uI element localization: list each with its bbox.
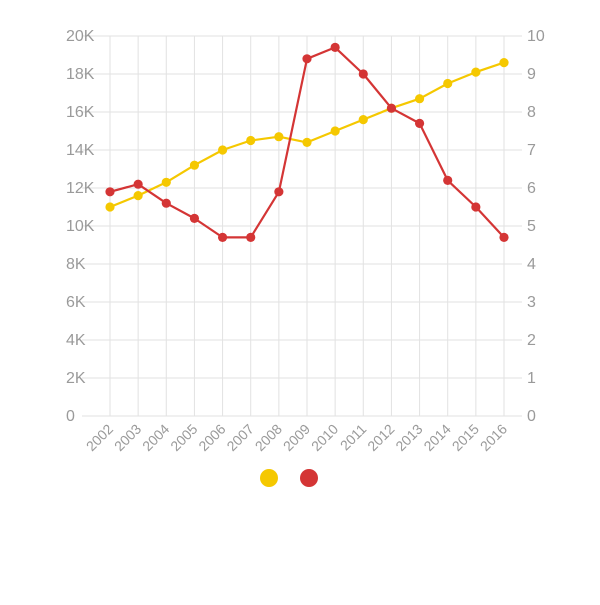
y-left-tick-label: 8K — [66, 256, 86, 273]
data-point — [217, 232, 228, 242]
x-tick-label: 2008 — [252, 421, 285, 454]
series — [105, 42, 509, 242]
data-point — [414, 94, 425, 104]
x-tick-label: 2016 — [477, 421, 510, 454]
data-point — [499, 232, 509, 242]
x-tick-label: 2013 — [392, 421, 425, 454]
data-point — [133, 191, 143, 201]
data-point — [161, 177, 171, 187]
x-tick-label: 2006 — [195, 421, 228, 454]
x-tick-label: 2012 — [364, 421, 397, 454]
data-point — [217, 145, 228, 155]
x-axis: 2002200320042005200620072008200920102011… — [83, 421, 510, 454]
x-tick-label: 2002 — [83, 421, 116, 454]
y-right-tick-label: 7 — [527, 142, 536, 159]
y-left-tick-label: 14K — [66, 142, 95, 159]
grid — [82, 35, 522, 417]
x-tick-label: 2007 — [223, 421, 256, 454]
y-right-tick-label: 10 — [527, 28, 545, 45]
y-left-tick-label: 10K — [66, 218, 95, 235]
legend-swatch — [260, 469, 278, 487]
data-point — [386, 103, 397, 113]
data-point — [358, 69, 368, 79]
legend-swatch — [300, 469, 318, 487]
data-point — [330, 126, 340, 136]
y-left-tick-label: 20K — [66, 28, 95, 45]
data-point — [133, 179, 143, 189]
data-point — [161, 198, 171, 208]
data-point — [189, 213, 200, 223]
y-left-tick-label: 12K — [66, 180, 95, 197]
data-point — [302, 54, 312, 64]
y-left-tick-label: 18K — [66, 66, 95, 83]
data-point — [443, 78, 453, 89]
data-point — [471, 67, 481, 77]
x-tick-label: 2015 — [449, 421, 482, 454]
y-right-tick-label: 3 — [527, 294, 536, 311]
data-point — [330, 42, 340, 53]
data-point — [443, 175, 453, 185]
y-axis-left: 0 2K 4K 6K 8K 10K 12K 14K 16K 18K 20K — [66, 28, 95, 425]
legend — [260, 469, 318, 487]
x-tick-label: 2005 — [167, 421, 200, 454]
y-right-tick-label: 0 — [527, 408, 536, 425]
data-point — [471, 202, 481, 212]
data-point — [499, 58, 509, 68]
y-left-tick-label: 0 — [66, 408, 75, 425]
x-tick-label: 2009 — [280, 421, 313, 454]
data-point — [274, 187, 284, 197]
y-axis-right: 0 1 2 3 4 5 6 7 8 9 10 — [527, 28, 545, 425]
data-point — [246, 232, 256, 242]
data-point — [302, 137, 312, 147]
series-2 — [105, 42, 509, 242]
data-point — [105, 187, 115, 197]
x-tick-label: 2003 — [111, 421, 144, 454]
y-left-tick-label: 6K — [66, 294, 86, 311]
y-left-tick-label: 16K — [66, 104, 95, 121]
x-tick-label: 2011 — [337, 421, 370, 454]
y-left-tick-label: 2K — [66, 370, 86, 387]
y-right-tick-label: 6 — [527, 180, 536, 197]
y-right-tick-label: 9 — [527, 66, 536, 83]
y-right-tick-label: 4 — [527, 256, 536, 273]
y-right-tick-label: 1 — [527, 370, 536, 387]
data-point — [358, 115, 368, 125]
y-left-tick-label: 4K — [66, 332, 86, 349]
data-point — [246, 135, 256, 146]
x-tick-label: 2004 — [139, 421, 172, 454]
y-right-tick-label: 8 — [527, 104, 536, 121]
data-point — [189, 160, 200, 170]
x-tick-label: 2014 — [420, 421, 453, 454]
y-right-tick-label: 5 — [527, 218, 536, 235]
data-point — [414, 118, 425, 128]
data-point — [274, 132, 284, 142]
x-tick-label: 2010 — [308, 421, 341, 454]
y-right-tick-label: 2 — [527, 332, 536, 349]
data-point — [105, 202, 115, 212]
